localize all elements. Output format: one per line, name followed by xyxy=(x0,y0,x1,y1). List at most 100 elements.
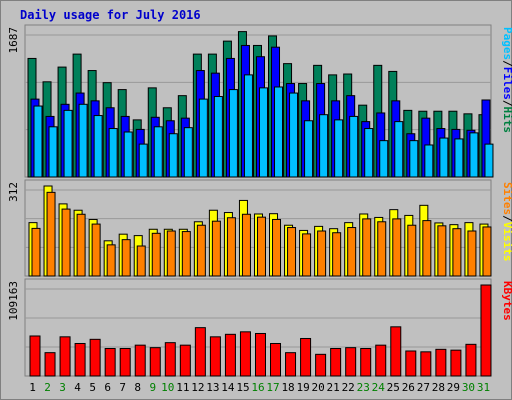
bar-pages-8 xyxy=(138,143,148,178)
panel-legend: Pages/Files/Hits xyxy=(501,27,512,133)
bar-kbytes-25 xyxy=(390,326,402,377)
bar-pages-18 xyxy=(289,92,299,178)
bar-sites-18 xyxy=(287,227,297,277)
legend-item: Files xyxy=(501,67,512,100)
bar-kbytes-15 xyxy=(239,331,251,377)
bar-kbytes-28 xyxy=(435,348,447,377)
bar-kbytes-1 xyxy=(29,335,41,377)
x-tick-label-18: 18 xyxy=(281,381,294,394)
bar-sites-25 xyxy=(392,218,402,277)
x-tick-label-19: 19 xyxy=(296,381,309,394)
bar-pages-3 xyxy=(63,109,73,178)
x-tick-label-9: 9 xyxy=(149,381,156,394)
legend-item: Pages xyxy=(501,27,512,60)
bar-pages-11 xyxy=(183,127,193,178)
bar-kbytes-26 xyxy=(405,350,417,377)
bar-kbytes-10 xyxy=(164,342,176,377)
bar-sites-21 xyxy=(332,232,342,277)
x-tick-label-15: 15 xyxy=(236,381,249,394)
x-tick-label-30: 30 xyxy=(462,381,475,394)
bar-sites-4 xyxy=(76,213,86,277)
panel-legend: KBytes xyxy=(501,281,512,321)
bar-kbytes-2 xyxy=(44,352,56,377)
bar-sites-13 xyxy=(211,220,221,277)
bar-pages-16 xyxy=(258,87,268,178)
panel-kbytes: 109163 KBytes xyxy=(7,278,512,377)
bar-sites-10 xyxy=(166,230,176,277)
x-tick-label-23: 23 xyxy=(357,381,370,394)
bar-sites-26 xyxy=(407,224,417,277)
bar-pages-20 xyxy=(319,114,329,178)
x-tick-label-29: 29 xyxy=(447,381,460,394)
x-tick-label-31: 31 xyxy=(477,381,490,394)
bar-kbytes-14 xyxy=(224,333,236,377)
x-tick-label-8: 8 xyxy=(134,381,141,394)
bar-sites-23 xyxy=(362,218,372,277)
bar-kbytes-8 xyxy=(134,344,146,377)
bar-sites-24 xyxy=(377,221,387,277)
x-tick-label-17: 17 xyxy=(266,381,279,394)
x-tick-label-6: 6 xyxy=(104,381,111,394)
legend-item: Visits xyxy=(501,222,512,262)
bar-pages-26 xyxy=(409,140,419,178)
bar-kbytes-21 xyxy=(330,347,342,377)
bar-sites-5 xyxy=(91,223,101,277)
bar-pages-19 xyxy=(304,120,314,178)
bar-sites-7 xyxy=(121,239,131,277)
x-tick-label-2: 2 xyxy=(44,381,51,394)
bar-pages-13 xyxy=(213,96,223,178)
bar-kbytes-30 xyxy=(465,343,477,377)
bar-kbytes-13 xyxy=(209,336,221,377)
bar-pages-10 xyxy=(168,133,178,178)
bar-pages-22 xyxy=(349,115,359,178)
x-tick-label-14: 14 xyxy=(221,381,235,394)
panel-legend: Sites/Visits xyxy=(501,182,512,262)
panel-max-label: 109163 xyxy=(7,281,20,321)
bar-kbytes-29 xyxy=(450,349,462,377)
x-tick-label-7: 7 xyxy=(119,381,126,394)
x-tick-label-1: 1 xyxy=(29,381,36,394)
bar-kbytes-3 xyxy=(59,336,71,377)
bar-pages-1 xyxy=(33,105,43,178)
bar-kbytes-5 xyxy=(89,338,101,377)
bar-pages-4 xyxy=(78,103,88,178)
bar-kbytes-27 xyxy=(420,351,432,377)
bar-sites-15 xyxy=(241,213,251,277)
bar-sites-27 xyxy=(422,220,432,277)
bar-sites-12 xyxy=(196,224,206,277)
panel-max-label: 1687 xyxy=(7,27,20,54)
x-tick-label-27: 27 xyxy=(417,381,430,394)
bar-kbytes-18 xyxy=(285,352,297,377)
panel-max-label: 312 xyxy=(7,182,20,202)
legend-item: Hits xyxy=(501,107,512,134)
bar-pages-23 xyxy=(364,128,374,178)
bar-pages-28 xyxy=(439,137,449,178)
bar-pages-25 xyxy=(394,121,404,178)
bar-pages-15 xyxy=(243,74,253,178)
bar-kbytes-17 xyxy=(270,342,282,377)
bar-sites-31 xyxy=(482,226,492,277)
bar-kbytes-31 xyxy=(480,284,492,377)
legend-item: / xyxy=(501,60,512,67)
bar-pages-30 xyxy=(469,132,479,178)
bar-sites-19 xyxy=(302,233,312,277)
x-tick-label-21: 21 xyxy=(327,381,340,394)
bar-pages-29 xyxy=(454,138,464,178)
bar-pages-6 xyxy=(108,128,118,178)
bar-sites-1 xyxy=(31,227,41,277)
x-tick-label-25: 25 xyxy=(387,381,400,394)
x-tick-label-10: 10 xyxy=(161,381,174,394)
bar-kbytes-4 xyxy=(74,342,86,377)
bar-sites-2 xyxy=(46,191,56,277)
x-tick-label-28: 28 xyxy=(432,381,445,394)
legend-item: KBytes xyxy=(501,281,512,321)
bar-sites-28 xyxy=(437,225,447,277)
bar-pages-9 xyxy=(153,126,163,178)
panel-visits-sites: 312 Sites/Visits xyxy=(7,179,512,277)
x-tick-label-11: 11 xyxy=(176,381,189,394)
bar-kbytes-7 xyxy=(119,347,131,377)
bar-sites-11 xyxy=(181,231,191,277)
bar-sites-3 xyxy=(61,208,71,277)
